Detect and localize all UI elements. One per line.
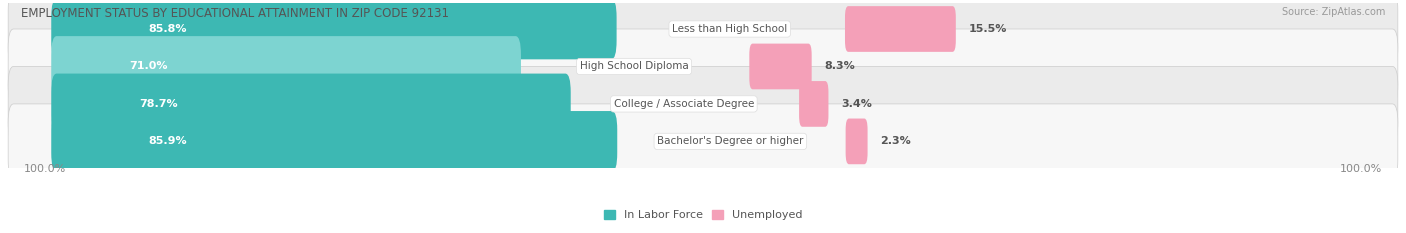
FancyBboxPatch shape	[51, 0, 617, 59]
Text: College / Associate Degree: College / Associate Degree	[613, 99, 754, 109]
FancyBboxPatch shape	[8, 29, 1398, 104]
Text: 78.7%: 78.7%	[139, 99, 177, 109]
Text: Source: ZipAtlas.com: Source: ZipAtlas.com	[1281, 7, 1385, 17]
Text: 8.3%: 8.3%	[824, 62, 855, 72]
FancyBboxPatch shape	[8, 104, 1398, 179]
Text: 85.9%: 85.9%	[149, 136, 187, 146]
FancyBboxPatch shape	[749, 44, 811, 89]
Text: 15.5%: 15.5%	[969, 24, 1007, 34]
Legend: In Labor Force, Unemployed: In Labor Force, Unemployed	[599, 206, 807, 225]
Text: 2.3%: 2.3%	[880, 136, 911, 146]
Text: EMPLOYMENT STATUS BY EDUCATIONAL ATTAINMENT IN ZIP CODE 92131: EMPLOYMENT STATUS BY EDUCATIONAL ATTAINM…	[21, 7, 449, 20]
Text: 100.0%: 100.0%	[24, 164, 66, 174]
FancyBboxPatch shape	[51, 74, 571, 134]
FancyBboxPatch shape	[845, 6, 956, 52]
FancyBboxPatch shape	[799, 81, 828, 127]
Text: Less than High School: Less than High School	[672, 24, 787, 34]
FancyBboxPatch shape	[51, 36, 522, 97]
Text: High School Diploma: High School Diploma	[579, 62, 689, 72]
FancyBboxPatch shape	[51, 111, 617, 172]
FancyBboxPatch shape	[8, 66, 1398, 141]
Text: 100.0%: 100.0%	[1340, 164, 1382, 174]
FancyBboxPatch shape	[845, 119, 868, 164]
Text: 85.8%: 85.8%	[148, 24, 187, 34]
Text: Bachelor's Degree or higher: Bachelor's Degree or higher	[657, 136, 804, 146]
FancyBboxPatch shape	[8, 0, 1398, 66]
Text: 3.4%: 3.4%	[841, 99, 872, 109]
Text: 71.0%: 71.0%	[129, 62, 167, 72]
